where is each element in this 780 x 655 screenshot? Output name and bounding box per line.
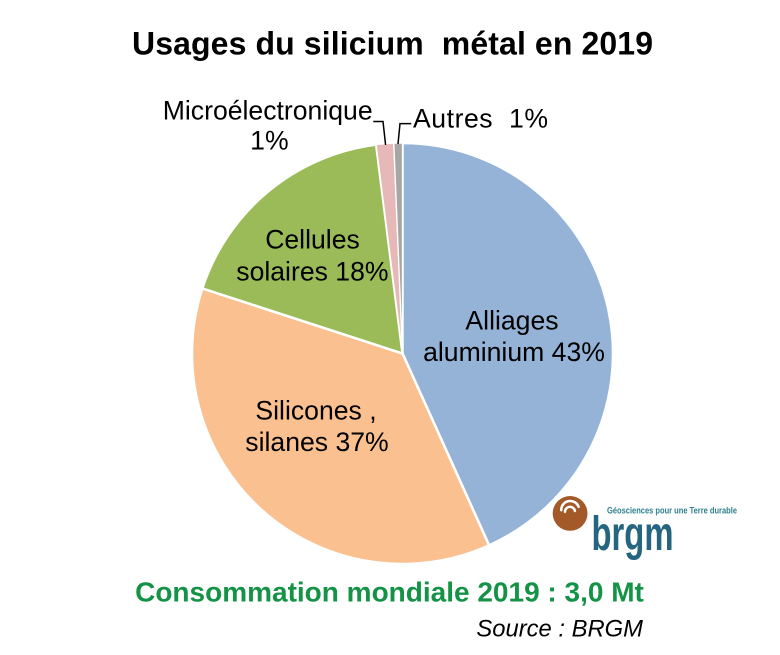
svg-text:Alliages: Alliages bbox=[465, 306, 558, 336]
svg-text:Silicones ,: Silicones , bbox=[255, 395, 376, 425]
svg-text:Source : BRGM: Source : BRGM bbox=[476, 616, 643, 643]
svg-text:Cellules: Cellules bbox=[265, 225, 360, 255]
svg-text:brgm: brgm bbox=[592, 508, 674, 561]
svg-text:1%: 1% bbox=[250, 125, 288, 155]
svg-text:Autres 1%: Autres 1% bbox=[413, 103, 548, 133]
svg-text:aluminium 43%: aluminium 43% bbox=[423, 337, 605, 367]
svg-text:Usages du silicium métal en 2: Usages du silicium métal en 2019 bbox=[132, 26, 653, 62]
svg-text:solaires 18%: solaires 18% bbox=[236, 257, 388, 287]
svg-text:silanes 37%: silanes 37% bbox=[245, 427, 388, 457]
svg-text:Microélectronique: Microélectronique bbox=[163, 96, 373, 126]
svg-text:Géosciences pour une Terre dur: Géosciences pour une Terre durable bbox=[607, 506, 737, 516]
svg-text:Consommation mondiale 2019 : 3: Consommation mondiale 2019 : 3,0 Mt bbox=[135, 577, 644, 608]
